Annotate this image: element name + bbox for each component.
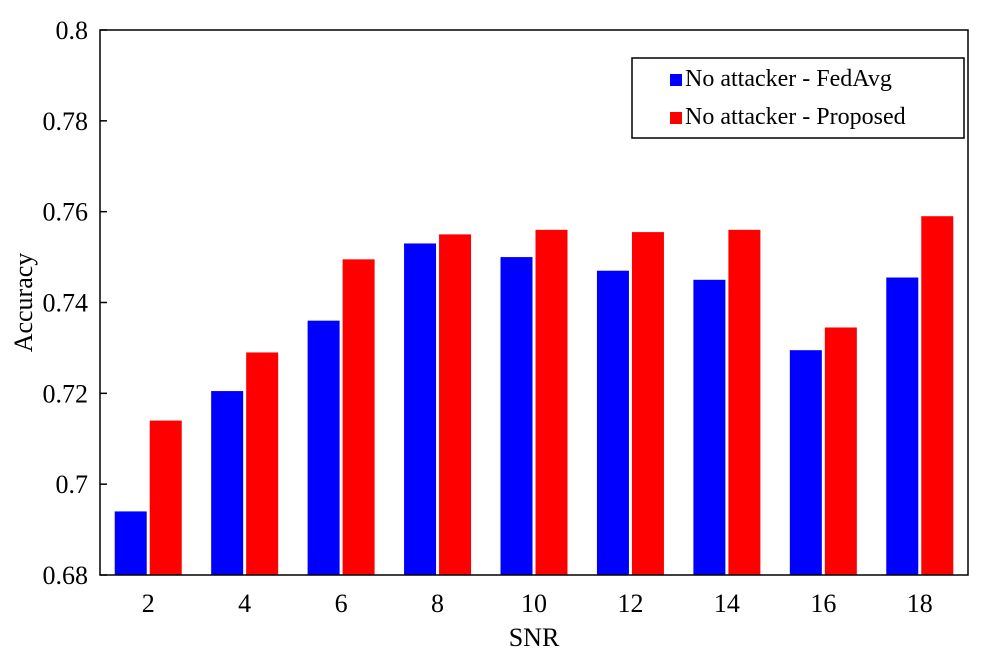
bar-proposed-snr-10: [535, 229, 568, 576]
bar-fedavg-snr-8: [404, 243, 437, 576]
bar-proposed-snr-6: [342, 259, 375, 575]
x-axis-label: SNR: [509, 623, 560, 652]
bar-proposed-snr-18: [921, 216, 954, 576]
y-tick-label: 0.76: [43, 198, 89, 227]
bar-proposed-snr-8: [439, 234, 472, 575]
x-tick-label: 12: [617, 589, 643, 618]
bar-fedavg-snr-6: [307, 320, 340, 575]
legend-entry-label: No attacker - FedAvg: [685, 66, 892, 92]
y-tick-label: 0.68: [43, 561, 89, 590]
bar-proposed-snr-16: [824, 327, 857, 575]
bar-fedavg-snr-14: [693, 279, 726, 575]
x-axis-ticks: 2 4 6 8 10 12 14 16 18: [142, 589, 933, 618]
y-tick-label: 0.74: [43, 289, 89, 318]
bar-proposed-snr-4: [246, 352, 279, 575]
y-tick-label: 0.8: [56, 16, 89, 45]
bar-fedavg-snr-16: [789, 350, 822, 575]
x-tick-label: 2: [142, 589, 155, 618]
bar-fedavg-snr-10: [500, 257, 533, 575]
y-tick-label: 0.7: [56, 470, 89, 499]
bar-fedavg-snr-4: [211, 391, 244, 575]
bar-proposed-snr-12: [631, 232, 664, 575]
legend-swatch: [670, 112, 682, 124]
y-axis-ticks: 0.68 0.7 0.72 0.74 0.76 0.78 0.8: [43, 16, 107, 590]
bar-fedavg-snr-18: [886, 277, 919, 575]
x-tick-label: 10: [521, 589, 547, 618]
x-tick-label: 16: [810, 589, 836, 618]
legend: No attacker - FedAvg No attacker - Propos…: [631, 57, 965, 139]
x-tick-label: 8: [431, 589, 444, 618]
legend-swatch: [670, 74, 682, 86]
y-tick-label: 0.78: [43, 107, 89, 136]
y-axis-label: Accuracy: [9, 253, 38, 353]
bar-fedavg-snr-12: [596, 270, 629, 575]
bar-proposed-snr-14: [728, 229, 761, 576]
bar-fedavg-snr-2: [114, 511, 147, 575]
legend-box: [631, 57, 965, 139]
bar-proposed-snr-2: [149, 420, 182, 575]
legend-entry-label: No attacker - Proposed: [685, 104, 906, 130]
bars: [114, 216, 954, 576]
x-tick-label: 4: [238, 589, 251, 618]
x-tick-label: 14: [714, 589, 740, 618]
x-tick-label: 6: [335, 589, 348, 618]
x-tick-label: 18: [907, 589, 933, 618]
plot-area-frame: [99, 29, 969, 576]
y-tick-label: 0.72: [43, 379, 89, 408]
